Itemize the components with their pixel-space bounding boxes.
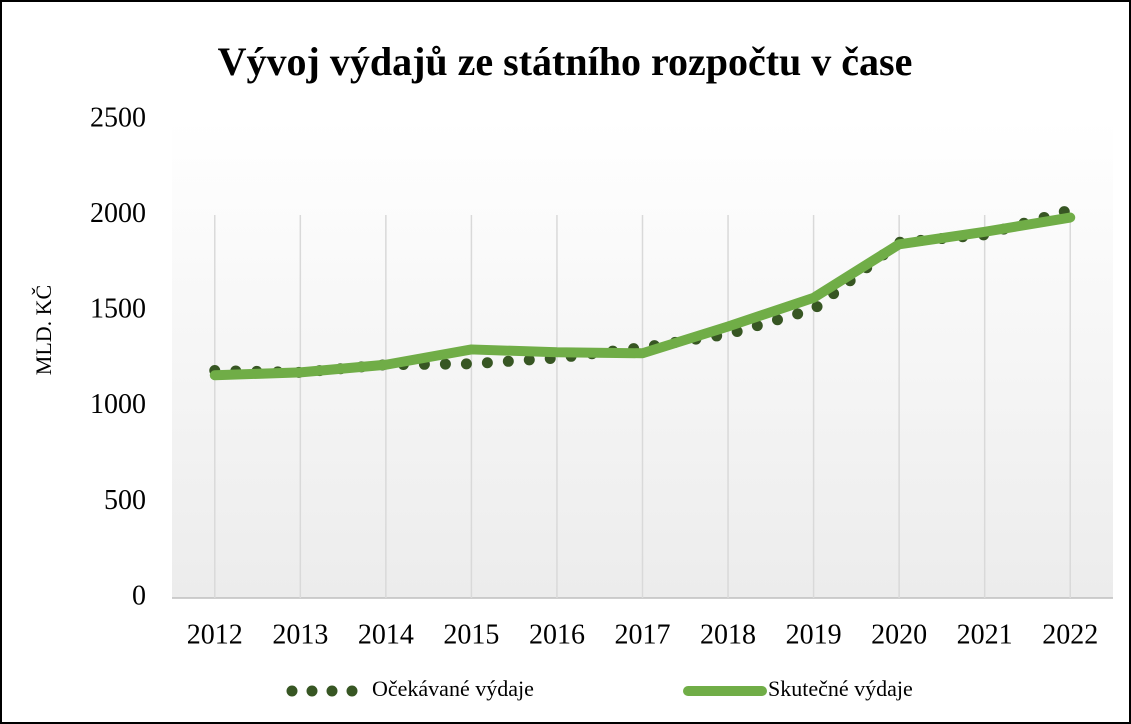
x-tick-label: 2014 [358, 619, 414, 650]
y-tick-label: 1500 [90, 294, 146, 325]
x-tick-label: 2019 [786, 619, 842, 650]
legend-label: Skutečné výdaje [768, 676, 913, 701]
y-tick-label: 1000 [90, 389, 146, 420]
x-tick-label: 2013 [272, 619, 328, 650]
y-tick-label: 2000 [90, 198, 146, 229]
y-axis-label: MLD. KČ [31, 285, 56, 375]
x-tick-label: 2015 [443, 619, 499, 650]
y-tick-label: 2500 [90, 102, 146, 133]
y-tick-label: 0 [132, 580, 146, 611]
series-line [209, 212, 1076, 381]
x-tick-label: 2020 [871, 619, 927, 650]
x-tick-label: 2012 [187, 619, 243, 650]
x-tick-label: 2021 [957, 619, 1013, 650]
x-tick-label: 2022 [1042, 619, 1098, 650]
x-tick-label: 2016 [529, 619, 585, 650]
x-tick-label: 2017 [615, 619, 671, 650]
chart-title: Vývoj výdajů ze státního rozpočtu v čase [218, 39, 913, 84]
x-tick-label: 2018 [700, 619, 756, 650]
legend-label: Očekávané výdaje [372, 676, 534, 701]
y-tick-label: 500 [104, 485, 146, 516]
